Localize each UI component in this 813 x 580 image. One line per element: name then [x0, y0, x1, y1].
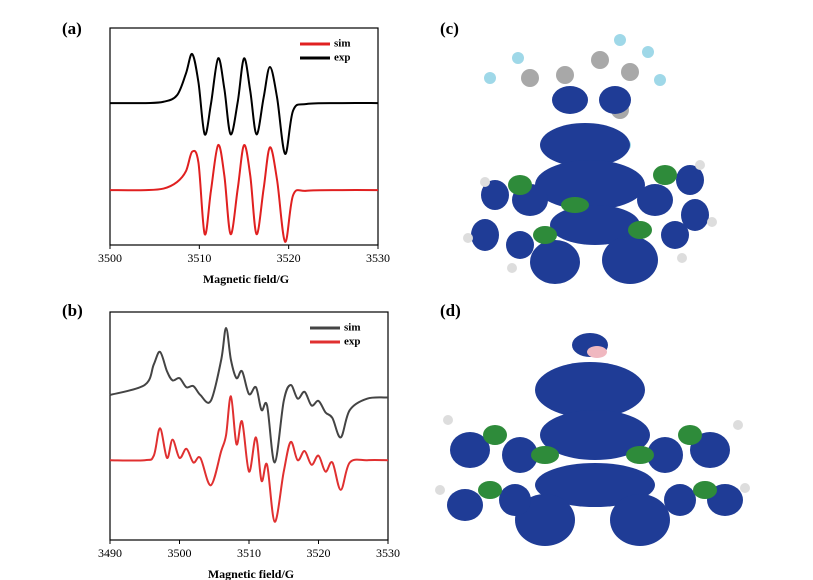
x-tick-label: 3520: [307, 546, 331, 560]
plot-frame: [109, 27, 379, 246]
x-axis-title: Magnetic field/G: [208, 567, 294, 580]
legend-label: exp: [334, 52, 351, 64]
series-line: [109, 395, 389, 523]
x-tick-label: 3500: [168, 546, 192, 560]
x-tick-label: 3500: [98, 251, 122, 265]
panel-label: (c): [440, 19, 459, 38]
series-line: [109, 53, 379, 155]
x-tick-label: 3490: [98, 546, 122, 560]
series-line: [109, 144, 379, 243]
panel-label: (d): [440, 301, 461, 320]
x-tick-label: 3520: [277, 251, 301, 265]
panel-label: (b): [62, 301, 83, 320]
legend-label: sim: [334, 38, 351, 50]
legend-label: exp: [344, 336, 361, 348]
series-line: [109, 326, 389, 464]
legend-label: sim: [344, 322, 361, 334]
orbital-image-c: [463, 34, 717, 284]
x-tick-label: 3530: [366, 251, 390, 265]
orbital-image-d: [435, 333, 750, 546]
x-axis-title: Magnetic field/G: [203, 272, 289, 286]
x-tick-label: 3530: [376, 546, 400, 560]
x-tick-label: 3510: [187, 251, 211, 265]
panel-label: (a): [62, 19, 82, 38]
x-tick-label: 3510: [237, 546, 261, 560]
